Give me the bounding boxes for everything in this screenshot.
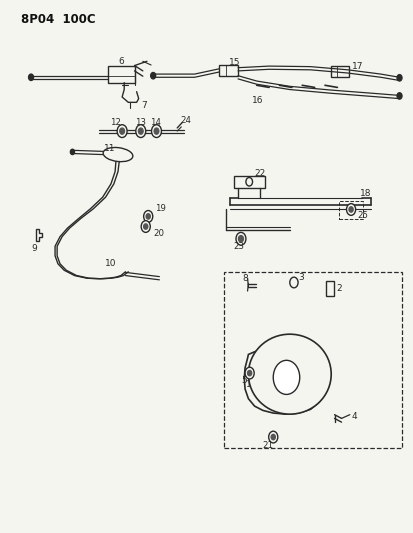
Text: 1: 1 bbox=[246, 381, 252, 389]
FancyBboxPatch shape bbox=[233, 176, 264, 188]
Text: 6: 6 bbox=[118, 58, 123, 66]
FancyBboxPatch shape bbox=[223, 272, 401, 448]
Circle shape bbox=[28, 74, 33, 80]
Text: 16: 16 bbox=[251, 96, 263, 104]
Text: 2: 2 bbox=[335, 285, 341, 293]
Circle shape bbox=[154, 128, 159, 134]
Circle shape bbox=[235, 232, 245, 245]
Text: 25: 25 bbox=[356, 212, 367, 220]
Ellipse shape bbox=[248, 334, 330, 414]
Text: 19: 19 bbox=[155, 205, 166, 213]
FancyBboxPatch shape bbox=[107, 66, 134, 83]
Circle shape bbox=[238, 236, 243, 242]
Polygon shape bbox=[36, 229, 42, 241]
Circle shape bbox=[268, 431, 277, 443]
Circle shape bbox=[70, 149, 74, 155]
Text: 24: 24 bbox=[180, 116, 191, 125]
Text: 5: 5 bbox=[240, 376, 246, 384]
Text: 8P04  100C: 8P04 100C bbox=[21, 13, 95, 26]
Circle shape bbox=[346, 204, 355, 215]
Text: 22: 22 bbox=[254, 169, 265, 178]
Circle shape bbox=[143, 224, 147, 229]
Text: 8: 8 bbox=[242, 274, 247, 282]
Circle shape bbox=[247, 370, 251, 376]
Circle shape bbox=[396, 93, 401, 99]
Text: 11: 11 bbox=[104, 144, 116, 152]
Text: 14: 14 bbox=[150, 118, 160, 127]
Circle shape bbox=[151, 125, 161, 138]
Text: 17: 17 bbox=[351, 62, 363, 71]
Circle shape bbox=[146, 214, 150, 219]
Text: 18: 18 bbox=[359, 189, 371, 198]
Text: 20: 20 bbox=[153, 229, 164, 238]
FancyBboxPatch shape bbox=[325, 281, 333, 296]
Text: 3: 3 bbox=[297, 273, 303, 281]
Circle shape bbox=[271, 434, 275, 440]
Text: 4: 4 bbox=[351, 413, 357, 421]
Circle shape bbox=[396, 75, 401, 81]
Text: 12: 12 bbox=[110, 118, 121, 127]
FancyBboxPatch shape bbox=[219, 65, 237, 76]
Circle shape bbox=[245, 177, 252, 186]
Text: 7: 7 bbox=[140, 101, 146, 110]
Circle shape bbox=[141, 221, 150, 232]
Ellipse shape bbox=[103, 148, 133, 161]
Text: 23: 23 bbox=[233, 242, 244, 251]
Circle shape bbox=[143, 211, 152, 222]
Circle shape bbox=[348, 207, 352, 212]
Text: 13: 13 bbox=[135, 118, 146, 127]
Circle shape bbox=[138, 128, 143, 134]
Text: 21: 21 bbox=[262, 441, 273, 449]
Circle shape bbox=[289, 277, 297, 288]
Text: 10: 10 bbox=[105, 260, 116, 268]
Circle shape bbox=[117, 125, 127, 138]
Circle shape bbox=[273, 360, 299, 394]
Polygon shape bbox=[244, 343, 328, 414]
Circle shape bbox=[150, 72, 155, 79]
FancyBboxPatch shape bbox=[330, 66, 348, 77]
Circle shape bbox=[244, 367, 254, 379]
Text: 15: 15 bbox=[228, 59, 240, 67]
Circle shape bbox=[135, 125, 145, 138]
Circle shape bbox=[119, 128, 124, 134]
Text: 9: 9 bbox=[31, 245, 37, 253]
